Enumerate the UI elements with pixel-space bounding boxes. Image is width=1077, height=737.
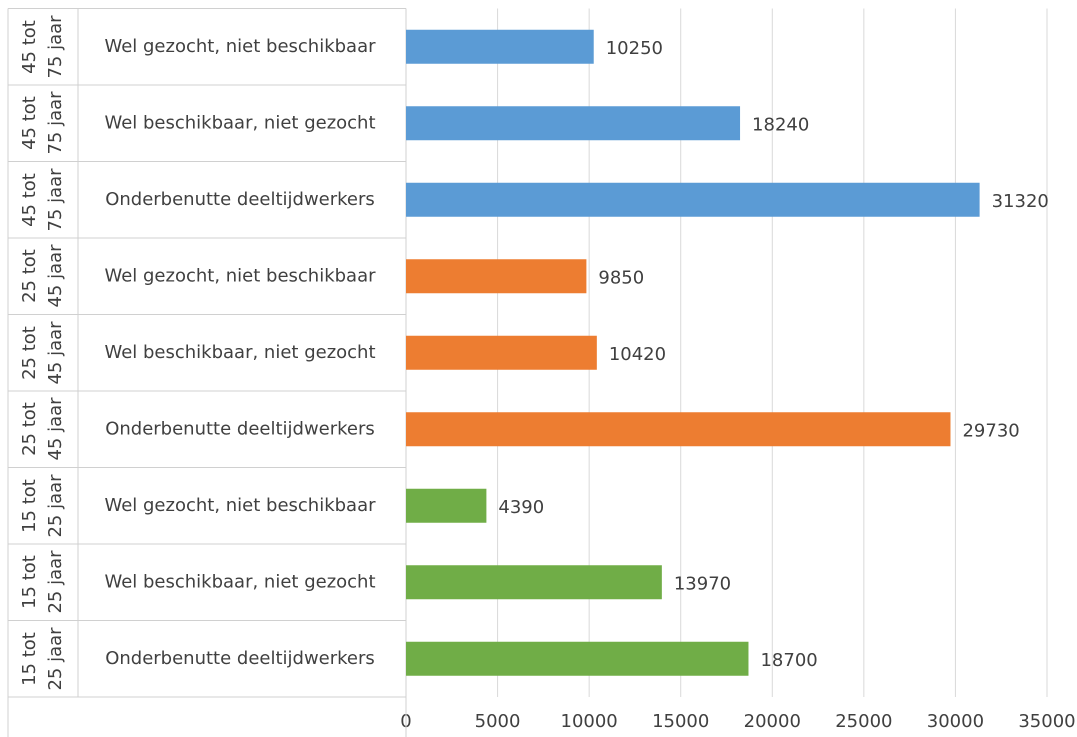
group-label: 25 tot 45 jaar <box>19 321 66 385</box>
category-label: Wel beschikbaar, niet gezocht <box>104 342 375 363</box>
group-label: 45 tot 75 jaar <box>19 168 66 232</box>
value-label: 18700 <box>760 650 817 671</box>
group-label: 15 tot 25 jaar <box>19 474 66 538</box>
value-label: 9850 <box>598 267 644 288</box>
category-label: Wel beschikbaar, niet gezocht <box>104 112 375 133</box>
x-tick-label: 25000 <box>835 711 892 732</box>
category-label: Wel gezocht, niet beschikbaar <box>104 265 376 286</box>
x-tick-label: 5000 <box>475 711 521 732</box>
category-label: Wel gezocht, niet beschikbaar <box>104 36 376 57</box>
category-label: Onderbenutte deeltijdwerkers <box>105 189 375 210</box>
bar <box>406 565 662 600</box>
value-label: 13970 <box>674 573 731 594</box>
x-tick-label: 15000 <box>652 711 709 732</box>
value-label: 29730 <box>962 420 1019 441</box>
bar <box>406 106 741 141</box>
category-label: Onderbenutte deeltijdwerkers <box>105 418 375 439</box>
bar <box>406 182 980 217</box>
category-label: Wel beschikbaar, niet gezocht <box>104 571 375 592</box>
bar <box>406 412 951 447</box>
x-tick-label: 10000 <box>561 711 618 732</box>
value-label: 18240 <box>752 114 809 135</box>
value-label: 10250 <box>606 38 663 59</box>
category-label: Onderbenutte deeltijdwerkers <box>105 648 375 669</box>
bar <box>406 335 597 370</box>
value-label: 10420 <box>609 344 666 365</box>
bar <box>406 259 587 294</box>
bar <box>406 29 594 64</box>
value-label: 4390 <box>498 497 544 518</box>
value-label: 31320 <box>992 191 1049 212</box>
x-tick-label: 30000 <box>927 711 984 732</box>
group-label: 15 tot 25 jaar <box>19 627 66 691</box>
group-label: 45 tot 75 jaar <box>19 15 66 79</box>
group-label: 25 tot 45 jaar <box>19 244 66 308</box>
group-label: 25 tot 45 jaar <box>19 397 66 461</box>
group-label: 45 tot 75 jaar <box>19 91 66 155</box>
group-label: 15 tot 25 jaar <box>19 550 66 614</box>
category-label: Wel gezocht, niet beschikbaar <box>104 495 376 516</box>
bar <box>406 641 749 676</box>
x-tick-label: 35000 <box>1018 711 1075 732</box>
x-tick-label: 20000 <box>744 711 801 732</box>
bar <box>406 488 487 523</box>
